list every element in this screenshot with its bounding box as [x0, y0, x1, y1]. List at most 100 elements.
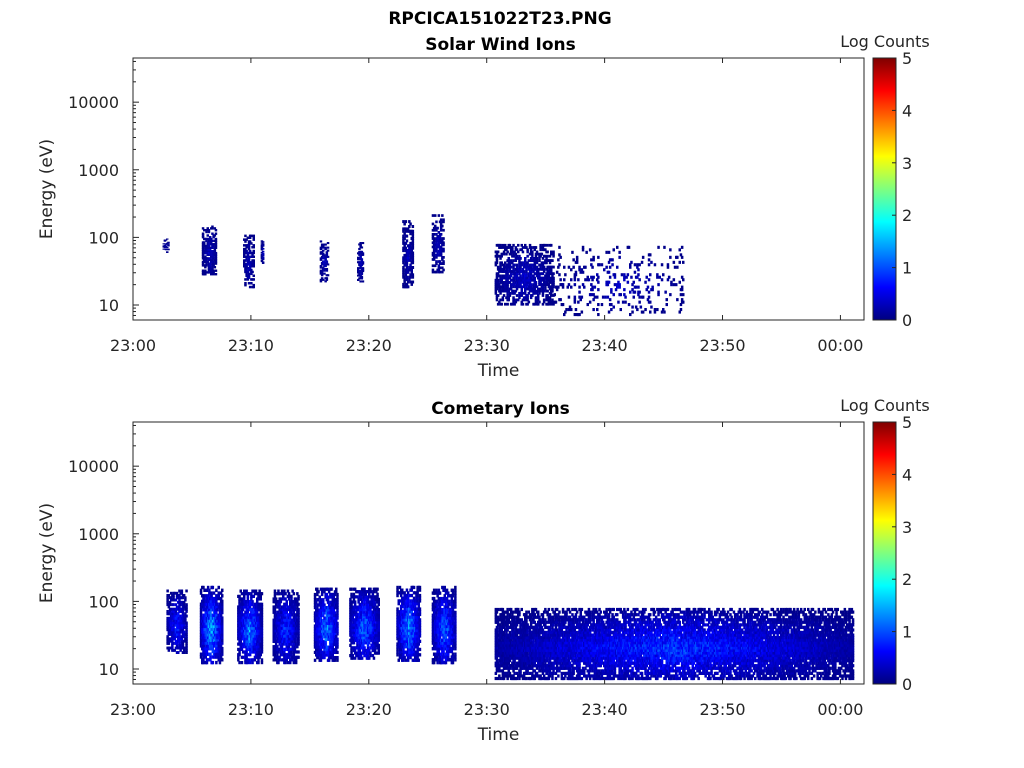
solar-wind-cell: [525, 270, 528, 273]
cometary-cell: [336, 642, 339, 647]
cometary-cell: [292, 592, 296, 596]
solar-wind-cell: [524, 283, 527, 286]
cometary-cell: [375, 610, 378, 614]
solar-wind-cell: [585, 250, 588, 254]
cometary-cell: [349, 608, 352, 612]
solar-wind-cell: [679, 293, 683, 297]
cometary-cell: [416, 639, 419, 643]
solar-wind-cell: [633, 263, 637, 267]
cometary-cell: [434, 605, 437, 609]
cometary-cell: [253, 658, 257, 662]
solar-wind-cell: [561, 285, 565, 289]
solar-wind-cell: [166, 251, 169, 253]
solar-wind-cell: [402, 268, 405, 272]
solar-wind-cell: [573, 283, 577, 287]
solar-wind-cell: [439, 251, 443, 255]
solar-wind-cell: [578, 285, 581, 289]
solar-wind-cell: [521, 250, 525, 254]
cometary-cell: [185, 637, 188, 641]
cometary-cell: [221, 602, 224, 606]
solar-wind-cell: [596, 308, 599, 312]
cometary-cell: [336, 592, 339, 597]
solar-wind-cell: [261, 256, 265, 259]
solar-wind-cell: [252, 238, 255, 241]
cometary-cell: [397, 637, 400, 641]
solar-wind-cell: [411, 239, 415, 243]
solar-wind-cell: [519, 283, 522, 286]
cometary-cell: [318, 595, 321, 599]
solar-wind-cell: [514, 252, 518, 256]
cometary-cell: [185, 635, 188, 639]
solar-wind-cell: [651, 285, 654, 289]
solar-wind-cell: [651, 288, 654, 292]
solar-wind-cell: [252, 278, 255, 281]
solar-wind-cell: [210, 269, 213, 272]
cometary-cell: [336, 613, 339, 618]
solar-wind-cell: [541, 246, 545, 249]
cometary-cell: [336, 624, 339, 628]
solar-wind-cell: [260, 259, 264, 262]
solar-wind-cell: [247, 276, 251, 279]
cometary-cell: [273, 592, 277, 596]
cometary-cell: [436, 605, 439, 609]
solar-wind-cell: [250, 251, 253, 255]
solar-wind-cell: [402, 270, 405, 274]
solar-wind-cell: [527, 267, 531, 271]
cometary-cell: [215, 605, 218, 609]
cometary-cell: [239, 589, 242, 593]
solar-wind-cell: [547, 283, 551, 286]
cometary-cell: [292, 653, 296, 657]
cometary-cell: [280, 645, 284, 649]
cometary-cell: [442, 652, 445, 656]
solar-wind-cell: [538, 259, 541, 262]
cometary-cell: [217, 585, 220, 590]
solar-wind-cell: [166, 247, 169, 249]
solar-wind-cell: [406, 253, 410, 257]
solar-wind-cell: [558, 253, 561, 257]
cometary-cell: [260, 623, 264, 628]
solar-wind-cell: [442, 262, 445, 265]
cometary-cell: [396, 647, 399, 652]
cometary-cell: [359, 613, 363, 617]
solar-wind-cell: [323, 260, 326, 263]
solar-wind-cell: [537, 289, 540, 293]
solar-wind-cell: [500, 302, 503, 306]
cometary-cell: [323, 590, 326, 594]
solar-wind-cell: [431, 268, 435, 272]
cometary-cell: [355, 610, 358, 614]
cometary-cell: [185, 626, 188, 629]
cometary-cell: [204, 655, 207, 659]
cometary-cell: [369, 646, 372, 650]
solar-wind-cell: [598, 263, 601, 267]
cometary-cell: [166, 589, 169, 593]
solar-wind-cell: [502, 263, 506, 267]
solar-wind-cell: [577, 300, 580, 304]
cometary-cell: [177, 612, 180, 616]
solar-wind-cell: [512, 267, 515, 271]
cometary-cell: [435, 633, 438, 637]
cometary-cell: [439, 652, 443, 656]
cometary-cell: [172, 596, 175, 600]
cometary-cell: [252, 594, 255, 598]
cometary-cell: [366, 646, 370, 650]
solar-wind-cell: [409, 232, 412, 236]
solar-wind-cell: [558, 273, 561, 277]
solar-wind-cell: [529, 257, 533, 260]
cometary-cell: [297, 623, 300, 628]
solar-wind-cell: [541, 285, 545, 289]
solar-wind-cell: [441, 214, 444, 217]
solar-wind-cell: [547, 274, 551, 278]
solar-wind-cell: [243, 253, 246, 257]
solar-wind-cell: [261, 244, 265, 246]
cometary-cell: [435, 602, 438, 606]
cometary-cell: [332, 600, 336, 604]
cometary-cell: [219, 591, 223, 595]
solar-wind-cell: [162, 246, 165, 248]
solar-wind-cell: [213, 248, 217, 251]
solar-wind-cell: [360, 246, 364, 249]
solar-wind-cell: [612, 248, 615, 252]
cometary-cell: [217, 594, 220, 598]
solar-wind-cell: [212, 236, 215, 239]
solar-wind-cell: [597, 275, 600, 279]
cometary-cell: [221, 616, 224, 620]
